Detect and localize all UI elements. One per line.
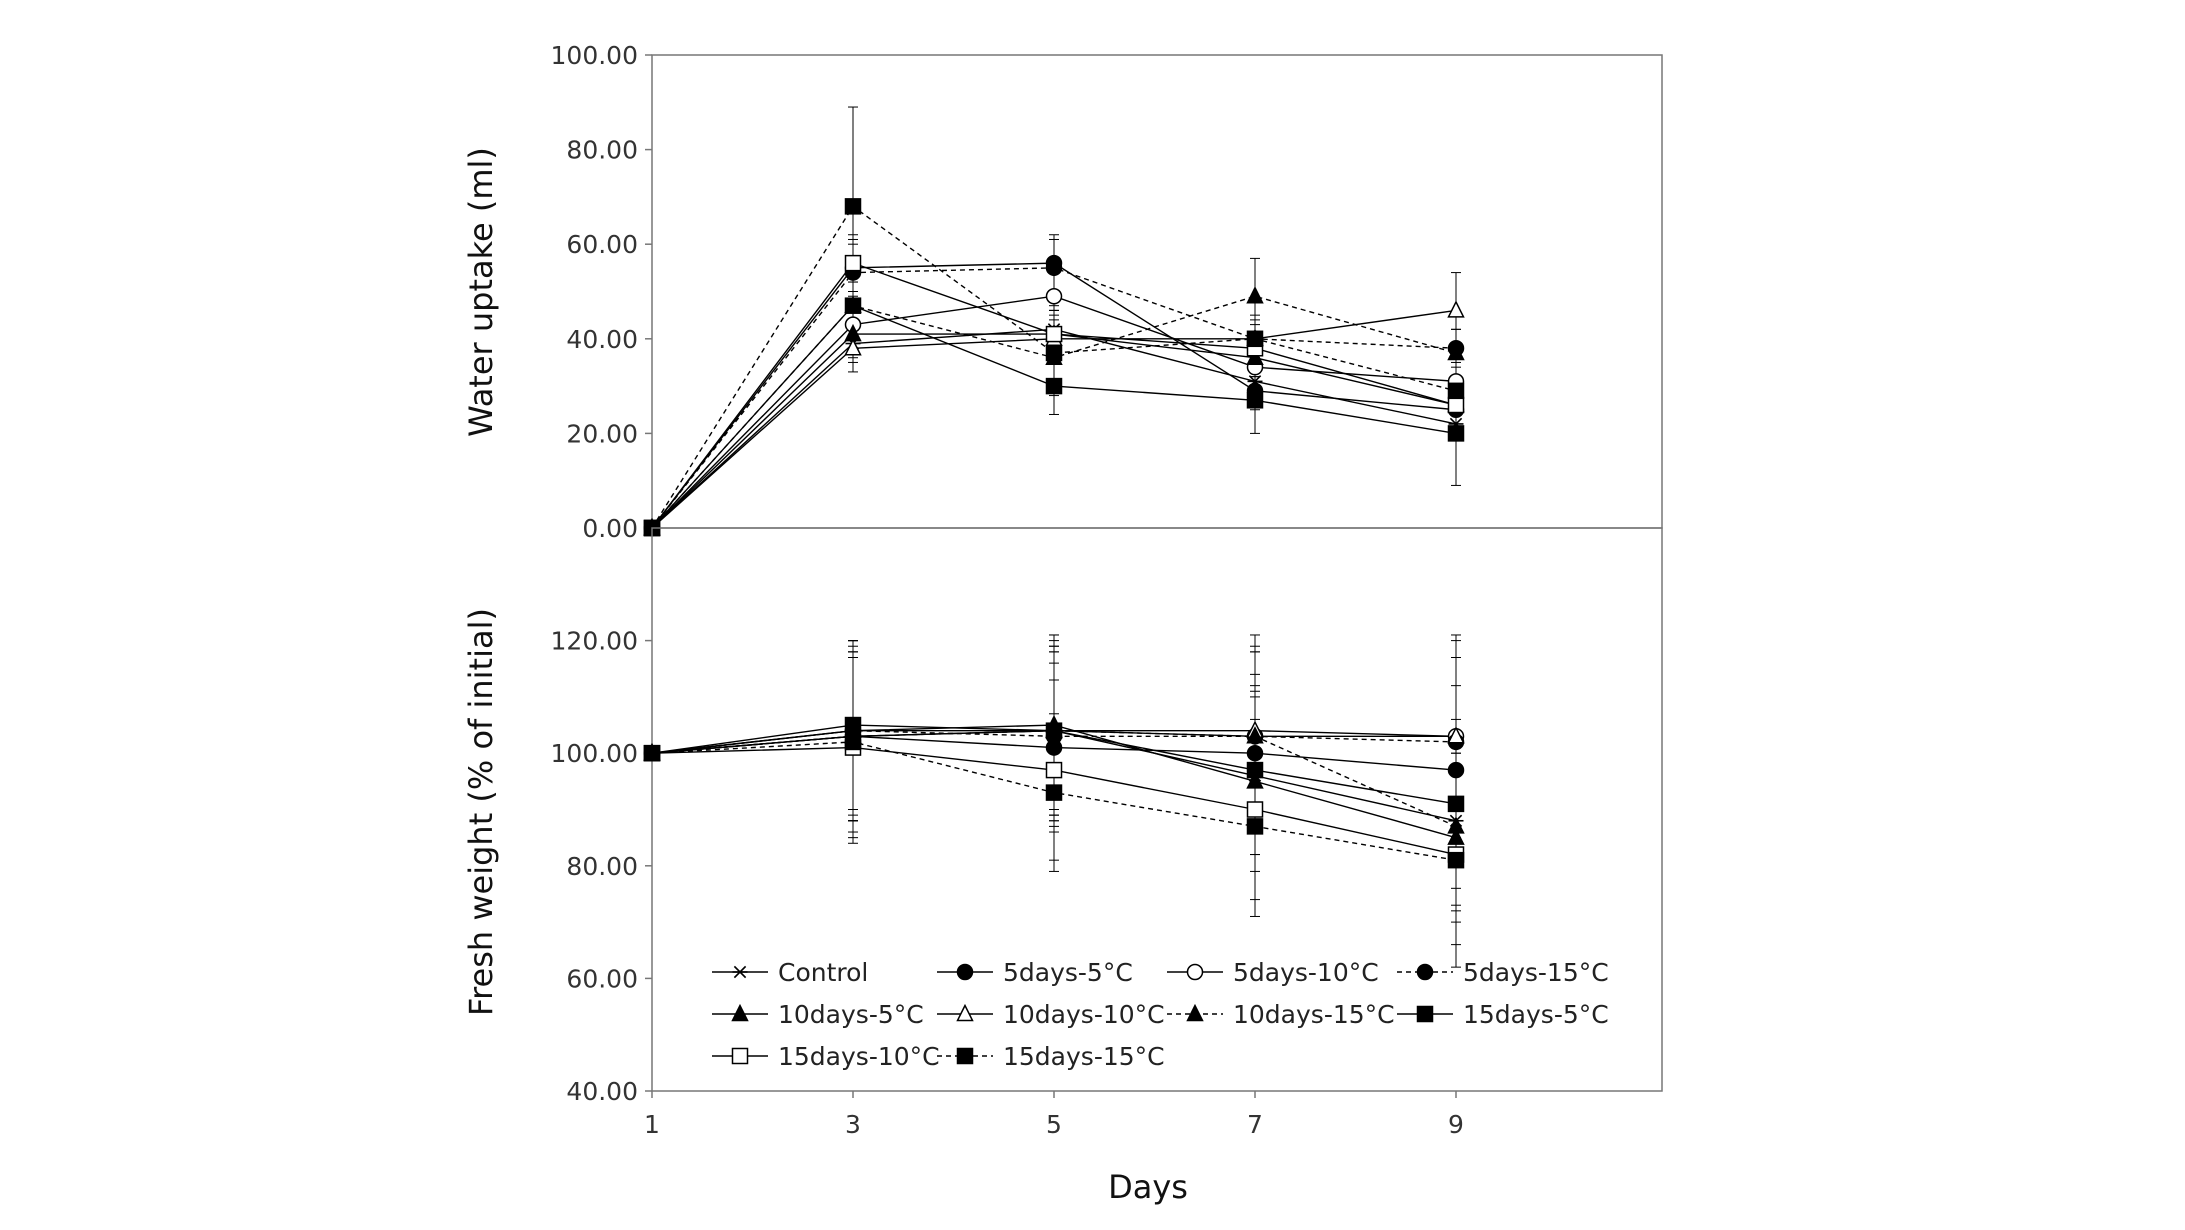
y-tick-label: 60.00 bbox=[566, 964, 638, 993]
marker-15days-15c bbox=[1447, 382, 1465, 400]
x-axis-label: Days bbox=[1108, 1168, 1188, 1206]
marker-15days-5c bbox=[844, 297, 862, 314]
legend-item-15days-10c: 15days-10°C bbox=[712, 1042, 940, 1071]
marker-15days-15c bbox=[844, 733, 862, 751]
legend-marker bbox=[956, 963, 974, 981]
legend-label: 15days-10°C bbox=[778, 1042, 940, 1071]
legend-label: 5days-5°C bbox=[1003, 958, 1133, 987]
legend-marker bbox=[1186, 1003, 1204, 1022]
legend-marker bbox=[1416, 963, 1434, 981]
marker-10days-5c bbox=[1246, 771, 1264, 789]
legend-label: 5days-10°C bbox=[1233, 958, 1379, 987]
legend-marker bbox=[732, 965, 748, 979]
legend-item-15days-5c: 15days-5°C bbox=[1397, 1000, 1609, 1029]
y-tick-label: 100.00 bbox=[551, 41, 638, 70]
legend-label: 5days-15°C bbox=[1463, 958, 1609, 987]
marker-15days-5c bbox=[1045, 377, 1063, 395]
y-tick-label: 40.00 bbox=[566, 1077, 638, 1106]
legend-marker bbox=[731, 1003, 749, 1022]
bottom-y-axis-label: Fresh weight (% of initial) bbox=[462, 608, 500, 1016]
y-tick-label: 0.00 bbox=[582, 514, 638, 543]
marker-15days-15c bbox=[1246, 330, 1264, 348]
legend-label: 15days-15°C bbox=[1003, 1042, 1165, 1071]
legend-item-10days-15c: 10days-15°C bbox=[1167, 1000, 1395, 1029]
top-markers bbox=[643, 198, 1465, 537]
marker-15days-5c bbox=[1246, 392, 1264, 409]
marker-5days-5c bbox=[1447, 761, 1465, 779]
series-line-15days-15c bbox=[651, 205, 1457, 529]
x-tick-label: 9 bbox=[1448, 1110, 1464, 1139]
bottom-y-ticks: 40.00 60.00 80.00 100.00 120.00 bbox=[551, 627, 652, 1106]
legend-item-10days-10c: 10days-10°C bbox=[937, 1000, 1165, 1029]
marker-10days-15c bbox=[1246, 286, 1264, 304]
legend-label: 15days-5°C bbox=[1463, 1000, 1609, 1029]
marker-15days-10c bbox=[1246, 801, 1264, 818]
marker-15days-10c bbox=[1045, 325, 1063, 343]
marker-10days-10c bbox=[844, 338, 862, 356]
legend-item-5days-10c: 5days-10°C bbox=[1167, 958, 1379, 987]
marker-10days-5c bbox=[1447, 827, 1465, 845]
marker-15days-10c bbox=[844, 254, 862, 272]
marker-15days-5c bbox=[1045, 722, 1063, 739]
top-error-bars bbox=[848, 106, 1461, 486]
legend-item-5days-5c: 5days-5°C bbox=[937, 958, 1133, 987]
marker-10days-10c bbox=[1447, 726, 1465, 744]
y-tick-label: 60.00 bbox=[566, 230, 638, 259]
y-tick-label: 40.00 bbox=[566, 325, 638, 354]
legend-label: 10days-15°C bbox=[1233, 1000, 1395, 1029]
marker-15days-15c bbox=[1246, 818, 1264, 835]
legend-marker bbox=[956, 1003, 974, 1022]
legend-marker bbox=[1416, 1005, 1434, 1023]
marker-10days-15c bbox=[1447, 342, 1465, 361]
y-tick-label: 20.00 bbox=[566, 419, 638, 448]
legend-item-10days-5c: 10days-5°C bbox=[712, 1000, 924, 1029]
legend-marker bbox=[731, 1047, 749, 1065]
x-tick-label: 7 bbox=[1247, 1110, 1263, 1139]
x-tick-label: 3 bbox=[845, 1110, 861, 1139]
marker-15days-5c bbox=[844, 716, 862, 734]
marker-10days-5c bbox=[1246, 347, 1264, 365]
bottom-plot-frame bbox=[651, 527, 1663, 1092]
marker-15days-5c bbox=[1447, 795, 1465, 813]
legend-label: 10days-5°C bbox=[778, 1000, 924, 1029]
marker-15days-15c bbox=[1045, 344, 1063, 362]
marker-15days-10c bbox=[1447, 396, 1465, 414]
marker-5days-15c bbox=[1045, 259, 1063, 277]
top-plot-frame bbox=[651, 54, 1663, 529]
legend: Control 5days-5°C 5days-10°C 5days-15°C 10da… bbox=[712, 958, 1609, 1071]
marker-10days-10c bbox=[1447, 300, 1465, 318]
top-y-ticks: 0.00 20.00 40.00 60.00 80.00 100.00 bbox=[551, 41, 652, 543]
y-tick-label: 120.00 bbox=[551, 627, 638, 656]
top-panel: 0.00 20.00 40.00 60.00 80.00 100.00 Water upt… bbox=[462, 41, 1663, 543]
y-tick-label: 80.00 bbox=[566, 136, 638, 165]
bottom-x-ticks: 1 3 5 7 9 bbox=[644, 1091, 1464, 1139]
legend-marker bbox=[1186, 963, 1204, 981]
legend-item-5days-15c: 5days-15°C bbox=[1397, 958, 1609, 987]
bottom-panel: 40.00 60.00 80.00 100.00 120.00 1 3 5 7 9 Fresh … bbox=[462, 527, 1663, 1206]
marker-15days-15c bbox=[643, 744, 661, 762]
marker-10days-15c bbox=[1246, 726, 1264, 744]
legend-item-control: Control bbox=[712, 958, 868, 987]
series-line-10days-15c bbox=[651, 729, 1457, 828]
marker-15days-15c bbox=[1045, 784, 1063, 801]
marker-15days-10c bbox=[1045, 761, 1063, 779]
x-tick-label: 1 bbox=[644, 1110, 660, 1139]
top-y-axis-label: Water uptake (ml) bbox=[462, 147, 500, 437]
legend-marker bbox=[956, 1047, 974, 1065]
legend-label: Control bbox=[778, 958, 868, 987]
legend-label: 10days-10°C bbox=[1003, 1000, 1165, 1029]
marker-15days-5c bbox=[1447, 425, 1465, 442]
bottom-markers bbox=[643, 714, 1465, 869]
y-tick-label: 100.00 bbox=[551, 739, 638, 768]
marker-10days-15c bbox=[1447, 816, 1465, 834]
marker-15days-15c bbox=[844, 198, 862, 215]
y-tick-label: 80.00 bbox=[566, 852, 638, 881]
marker-5days-5c bbox=[1246, 744, 1264, 762]
x-tick-label: 5 bbox=[1046, 1110, 1062, 1139]
marker-15days-5c bbox=[1246, 761, 1264, 779]
marker-15days-15c bbox=[1447, 851, 1465, 869]
legend-item-15days-15c: 15days-15°C bbox=[937, 1042, 1165, 1071]
marker-5days-10c bbox=[1045, 287, 1063, 305]
